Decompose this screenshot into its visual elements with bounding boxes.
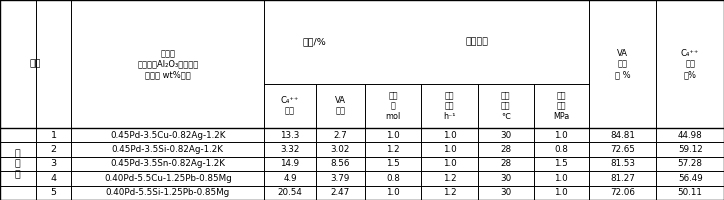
- Text: C₄⁺⁺
含量: C₄⁺⁺ 含量: [281, 96, 299, 116]
- Text: 1.5: 1.5: [386, 159, 400, 168]
- Text: 4.9: 4.9: [283, 174, 297, 183]
- Text: 44.98: 44.98: [678, 131, 702, 140]
- Text: 57.28: 57.28: [678, 159, 703, 168]
- Text: 催化剂
（载体为Al₂O₃，各组分
含量以 wt%计）: 催化剂 （载体为Al₂O₃，各组分 含量以 wt%计）: [138, 49, 198, 79]
- Text: 50.11: 50.11: [678, 188, 702, 197]
- Text: 0.40Pd-5.5Cu-1.25Pb-0.85Mg: 0.40Pd-5.5Cu-1.25Pb-0.85Mg: [104, 174, 232, 183]
- Text: C₄⁺⁺
选择
性%: C₄⁺⁺ 选择 性%: [681, 49, 699, 79]
- Text: 1.0: 1.0: [555, 174, 568, 183]
- Text: 1.0: 1.0: [386, 131, 400, 140]
- Text: 28: 28: [500, 145, 511, 154]
- Text: 原料/%: 原料/%: [303, 38, 327, 46]
- Text: 0.40Pd-5.5Si-1.25Pb-0.85Mg: 0.40Pd-5.5Si-1.25Pb-0.85Mg: [106, 188, 230, 197]
- Text: 3.32: 3.32: [280, 145, 300, 154]
- Text: VA
含量: VA 含量: [335, 96, 346, 116]
- Text: 72.06: 72.06: [610, 188, 635, 197]
- Text: 72.65: 72.65: [610, 145, 635, 154]
- Text: 2.7: 2.7: [334, 131, 348, 140]
- Text: 5: 5: [51, 188, 56, 197]
- Text: 反应
压力
MPa: 反应 压力 MPa: [553, 91, 570, 121]
- Text: 30: 30: [500, 188, 511, 197]
- Text: 84.81: 84.81: [610, 131, 635, 140]
- Text: 0.8: 0.8: [386, 174, 400, 183]
- Text: 入口
温度
℃: 入口 温度 ℃: [501, 91, 510, 121]
- Text: 13.3: 13.3: [280, 131, 300, 140]
- Text: 59.12: 59.12: [678, 145, 702, 154]
- Text: 30: 30: [500, 174, 511, 183]
- Text: VA
转化
率 %: VA 转化 率 %: [615, 49, 631, 79]
- Text: 液体
空速
h⁻¹: 液体 空速 h⁻¹: [443, 91, 455, 121]
- Text: 28: 28: [500, 159, 511, 168]
- Text: 1.0: 1.0: [555, 131, 568, 140]
- Text: 56.49: 56.49: [678, 174, 702, 183]
- Text: 评价条件: 评价条件: [466, 38, 488, 46]
- Text: 2: 2: [51, 145, 56, 154]
- Text: 1.2: 1.2: [442, 174, 456, 183]
- Text: 1.0: 1.0: [442, 145, 456, 154]
- Text: 81.53: 81.53: [610, 159, 635, 168]
- Text: 0.8: 0.8: [555, 145, 568, 154]
- Text: 1.0: 1.0: [442, 159, 456, 168]
- Text: 编号: 编号: [30, 60, 41, 68]
- Text: 30: 30: [500, 131, 511, 140]
- Text: 0.45Pd-3.5Cu-0.82Ag-1.2K: 0.45Pd-3.5Cu-0.82Ag-1.2K: [110, 131, 226, 140]
- Text: 2.47: 2.47: [331, 188, 350, 197]
- Text: 1.5: 1.5: [555, 159, 568, 168]
- Text: 3: 3: [51, 159, 56, 168]
- Text: 1.0: 1.0: [555, 188, 568, 197]
- Text: 8.56: 8.56: [331, 159, 350, 168]
- Text: 0.45Pd-3.5Sn-0.82Ag-1.2K: 0.45Pd-3.5Sn-0.82Ag-1.2K: [110, 159, 225, 168]
- Text: 1: 1: [51, 131, 56, 140]
- Text: 81.27: 81.27: [610, 174, 635, 183]
- Text: 0.45Pd-3.5Si-0.82Ag-1.2K: 0.45Pd-3.5Si-0.82Ag-1.2K: [111, 145, 224, 154]
- Text: 1.2: 1.2: [442, 188, 456, 197]
- Text: 14.9: 14.9: [280, 159, 300, 168]
- Text: 4: 4: [51, 174, 56, 183]
- Text: 1.2: 1.2: [386, 145, 400, 154]
- Text: 1.0: 1.0: [386, 188, 400, 197]
- Text: 20.54: 20.54: [277, 188, 303, 197]
- Text: 3.79: 3.79: [331, 174, 350, 183]
- Text: 1.0: 1.0: [442, 131, 456, 140]
- Text: 3.02: 3.02: [331, 145, 350, 154]
- Text: 实
施
例: 实 施 例: [15, 149, 21, 179]
- Text: 氢炔
比
mol: 氢炔 比 mol: [385, 91, 400, 121]
